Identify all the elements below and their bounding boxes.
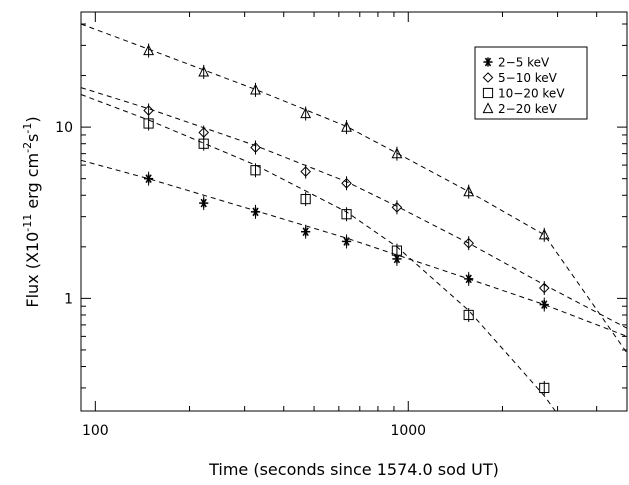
y-axis-label-exponent: -2 <box>21 142 34 153</box>
legend-marker-square <box>482 87 494 99</box>
data-point-diamond <box>143 105 154 116</box>
data-point-diamond <box>341 177 352 189</box>
plot-frame <box>80 11 628 412</box>
data-point-diamond <box>463 237 475 249</box>
data-point-asterisk <box>464 274 474 284</box>
data-point-asterisk <box>301 227 311 237</box>
legend-label: 2−5 keV <box>498 56 550 70</box>
data-point-triangle <box>463 185 475 197</box>
fit-line-triangle <box>80 23 628 354</box>
data-points <box>143 43 550 395</box>
y-tick-label: 10 <box>55 120 73 136</box>
data-point-square <box>250 165 261 176</box>
x-axis-label: Time (seconds since 1574.0 sod UT) <box>208 460 499 479</box>
data-point-square <box>391 245 403 256</box>
legend-label: 5−10 keV <box>498 71 558 85</box>
y-axis-label-part: s <box>23 134 42 142</box>
data-point-triangle <box>300 107 312 119</box>
y-axis-label-part: Flux (X10 <box>23 232 42 308</box>
data-point-diamond <box>538 282 550 294</box>
data-point-square <box>300 193 311 205</box>
legend-marker-triangle <box>482 102 494 114</box>
data-point-square <box>198 138 209 149</box>
data-point-asterisk <box>341 236 352 247</box>
data-point-asterisk <box>199 198 209 208</box>
y-tick-label: 1 <box>64 291 73 307</box>
legend-label: 2−20 keV <box>498 102 558 116</box>
data-point-asterisk <box>250 207 261 217</box>
data-point-diamond <box>300 166 311 177</box>
y-axis-label-exponent: -11 <box>21 214 34 232</box>
data-point-asterisk <box>539 299 549 310</box>
data-point-triangle <box>341 120 352 132</box>
data-point-triangle <box>250 83 261 95</box>
data-point-square <box>463 309 474 321</box>
legend-marker-asterisk <box>483 57 493 67</box>
legend-box <box>474 46 588 120</box>
fit-line-square <box>80 94 556 412</box>
axis-ticks: 100 1000 1 10 <box>55 12 628 439</box>
data-point-triangle <box>143 44 155 56</box>
y-axis-label-part: ) <box>23 116 42 122</box>
fit-line-diamond <box>80 87 628 329</box>
fit-lines <box>80 23 628 412</box>
y-axis-label-exponent: -1 <box>21 123 34 134</box>
data-point-square <box>143 118 154 129</box>
data-point-diamond <box>391 202 403 213</box>
x-tick-label: 100 <box>82 423 109 439</box>
data-point-square <box>539 382 550 394</box>
fit-line-asterisk <box>80 159 628 337</box>
data-point-triangle <box>198 65 210 77</box>
legend-marker-diamond <box>482 72 494 83</box>
y-axis-label-part: erg cm <box>23 153 42 214</box>
legend-label: 10−20 keV <box>498 87 565 101</box>
data-point-square <box>341 209 352 220</box>
data-point-asterisk <box>144 174 154 184</box>
y-axis-label: Flux (X10-11 erg cm-2s-1) <box>21 116 42 307</box>
data-point-diamond <box>250 142 261 153</box>
data-point-triangle <box>538 228 550 240</box>
x-tick-label: 1000 <box>390 423 426 439</box>
data-point-triangle <box>391 147 403 159</box>
